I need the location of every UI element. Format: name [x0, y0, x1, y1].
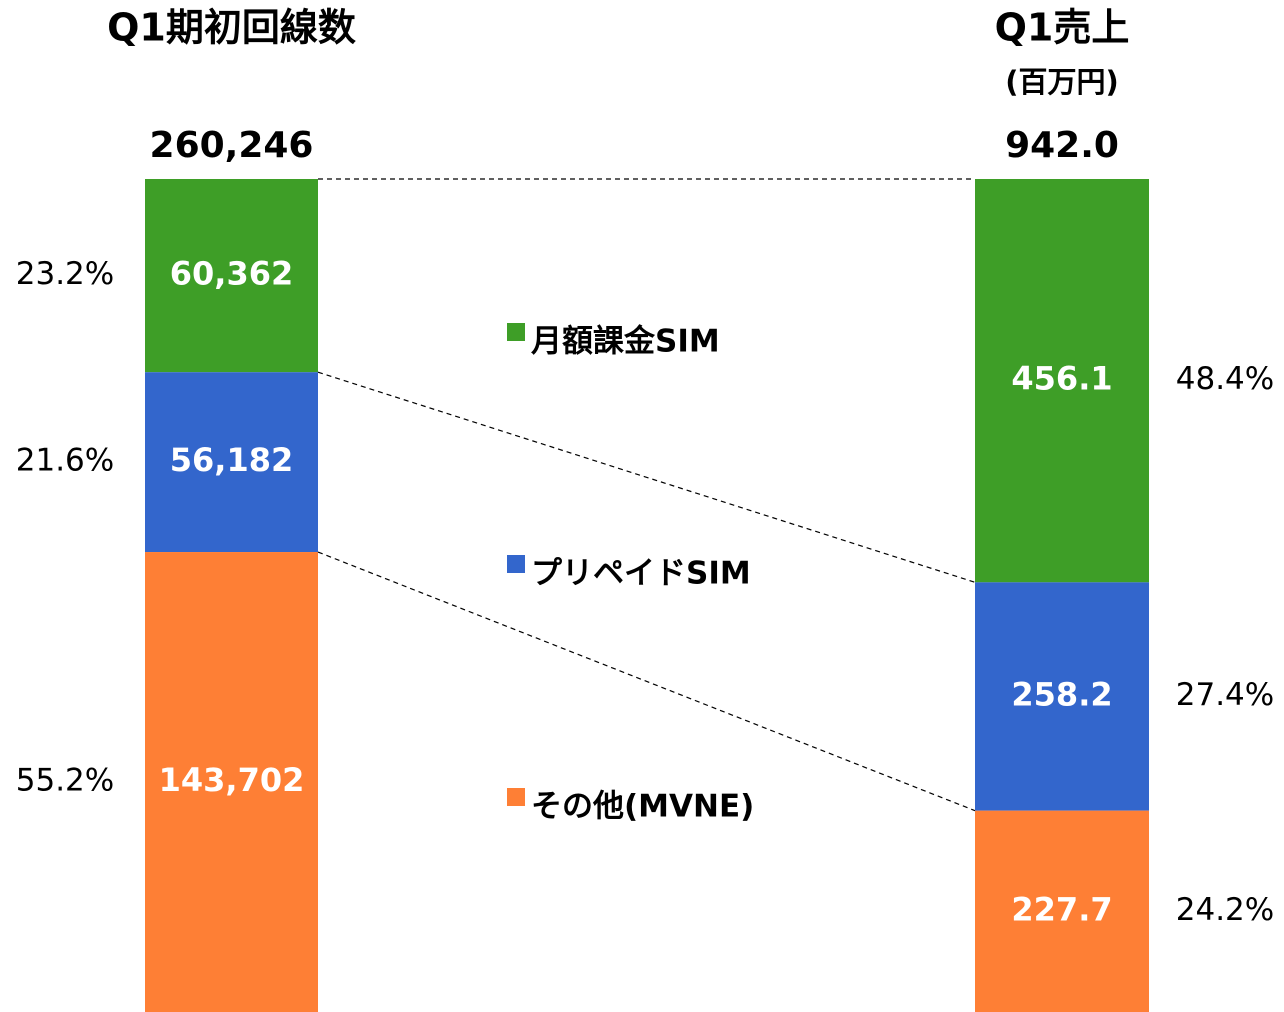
connector [317, 371, 976, 583]
legend-swatch [507, 788, 525, 806]
value-label: 456.1 [1011, 360, 1112, 398]
share-label: 23.2% [16, 256, 114, 292]
value-label: 258.2 [1011, 675, 1112, 713]
value-label: 143,702 [159, 761, 305, 799]
value-label: 56,182 [170, 441, 293, 479]
total-label: 942.0 [1005, 125, 1119, 166]
legend-label: その他(MVNE) [531, 789, 754, 825]
legend-swatch [507, 555, 525, 573]
total-label: 260,246 [150, 125, 314, 166]
share-label: 21.6% [16, 443, 114, 479]
bar-segment [145, 372, 318, 553]
legend-label: 月額課金SIM [531, 324, 720, 360]
value-label: 60,362 [170, 255, 293, 293]
bar-segment [975, 810, 1149, 1012]
share-label: 27.4% [1176, 677, 1274, 713]
share-label: 55.2% [16, 763, 114, 799]
connector [317, 551, 976, 812]
legend-swatch [507, 323, 525, 341]
bar-title: Q1売上 [995, 6, 1130, 50]
value-label: 227.7 [1011, 890, 1112, 928]
bar-segment [145, 552, 318, 1012]
bar-title: Q1期初回線数 [107, 6, 356, 50]
legend-label: プリペイドSIM [531, 556, 751, 592]
bar-segment [975, 179, 1149, 583]
bar-segment [145, 179, 318, 373]
share-label: 48.4% [1176, 361, 1274, 397]
bar-subtitle: (百万円) [1005, 65, 1119, 99]
bar-segment [975, 582, 1149, 811]
share-label: 24.2% [1176, 892, 1274, 928]
